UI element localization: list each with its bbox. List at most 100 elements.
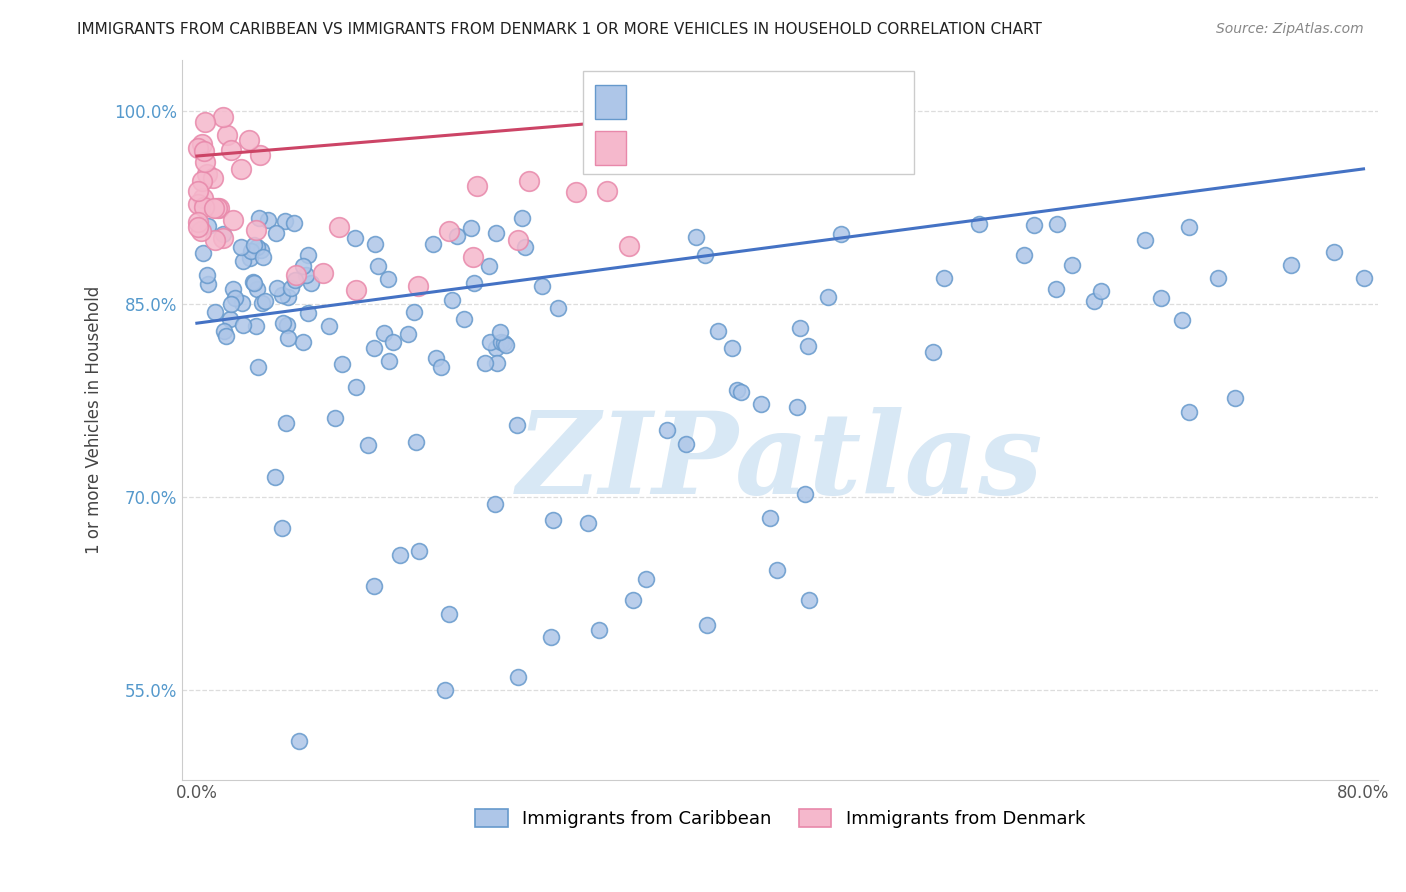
- Point: [264, 470, 287, 484]
- Point: [685, 230, 707, 244]
- Point: [252, 250, 274, 264]
- Point: [696, 618, 718, 632]
- Point: [297, 247, 319, 261]
- Point: [363, 579, 385, 593]
- Point: [212, 324, 235, 338]
- Text: ZIPatlas: ZIPatlas: [517, 408, 1043, 518]
- Point: [283, 216, 305, 230]
- Point: [1060, 258, 1083, 272]
- Point: [250, 243, 273, 257]
- Point: [187, 184, 209, 198]
- Point: [588, 623, 610, 637]
- Point: [749, 397, 772, 411]
- Point: [1012, 248, 1035, 262]
- Text: 0.281: 0.281: [688, 90, 754, 110]
- Point: [190, 224, 212, 238]
- Point: [799, 592, 821, 607]
- Point: [794, 487, 817, 501]
- Point: [239, 251, 262, 265]
- Point: [221, 282, 243, 296]
- Point: [405, 434, 427, 449]
- Point: [271, 316, 294, 330]
- Point: [373, 326, 395, 340]
- Point: [1150, 291, 1173, 305]
- Point: [1353, 271, 1375, 285]
- Point: [242, 275, 264, 289]
- Point: [187, 215, 209, 229]
- Point: [311, 267, 333, 281]
- Text: 41: 41: [821, 136, 851, 156]
- Text: N =: N =: [768, 90, 814, 110]
- Text: IMMIGRANTS FROM CARIBBEAN VS IMMIGRANTS FROM DENMARK 1 OR MORE VEHICLES IN HOUSE: IMMIGRANTS FROM CARIBBEAN VS IMMIGRANTS …: [77, 22, 1042, 37]
- Text: Source: ZipAtlas.com: Source: ZipAtlas.com: [1216, 22, 1364, 37]
- Point: [797, 339, 820, 353]
- Point: [328, 220, 350, 235]
- Point: [193, 145, 215, 159]
- Point: [344, 283, 367, 297]
- Point: [187, 219, 209, 234]
- Point: [204, 305, 226, 319]
- Point: [786, 400, 808, 414]
- Point: [406, 279, 429, 293]
- Text: R =: R =: [634, 90, 679, 110]
- Point: [494, 335, 516, 350]
- Point: [479, 334, 502, 349]
- Point: [621, 593, 644, 607]
- Point: [789, 320, 811, 334]
- Point: [422, 236, 444, 251]
- Point: [478, 260, 501, 274]
- Point: [191, 191, 214, 205]
- Point: [437, 224, 460, 238]
- Point: [280, 280, 302, 294]
- Point: [453, 312, 475, 326]
- Point: [460, 220, 482, 235]
- Point: [318, 318, 340, 333]
- Point: [219, 143, 242, 157]
- Point: [247, 211, 270, 226]
- Point: [1045, 282, 1067, 296]
- Point: [277, 331, 299, 345]
- Point: [485, 341, 508, 355]
- Point: [245, 318, 267, 333]
- Point: [1083, 293, 1105, 308]
- Point: [250, 295, 273, 310]
- Point: [264, 227, 287, 241]
- Point: [271, 288, 294, 302]
- Point: [486, 356, 509, 370]
- Point: [217, 128, 239, 142]
- Point: [194, 154, 217, 169]
- Point: [197, 277, 219, 292]
- Point: [830, 227, 852, 242]
- Point: [1171, 312, 1194, 326]
- Point: [921, 344, 943, 359]
- Point: [190, 136, 212, 151]
- Point: [721, 341, 744, 355]
- Point: [519, 173, 541, 187]
- Point: [276, 318, 298, 332]
- Point: [506, 670, 529, 684]
- Point: [474, 356, 496, 370]
- Point: [1024, 218, 1046, 232]
- Point: [364, 236, 387, 251]
- Point: [292, 260, 315, 274]
- Point: [440, 293, 463, 307]
- Point: [294, 268, 316, 282]
- Point: [257, 212, 280, 227]
- Point: [1133, 233, 1156, 247]
- Point: [247, 359, 270, 374]
- Point: [240, 244, 263, 259]
- Point: [484, 497, 506, 511]
- Point: [187, 197, 209, 211]
- Point: [194, 114, 217, 128]
- Point: [1177, 219, 1199, 234]
- Point: [463, 277, 485, 291]
- Point: [253, 293, 276, 308]
- Point: [285, 268, 308, 282]
- Point: [212, 227, 235, 242]
- Point: [389, 548, 412, 562]
- Point: [222, 213, 245, 227]
- Point: [242, 238, 264, 252]
- Point: [730, 385, 752, 400]
- Point: [541, 513, 564, 527]
- Point: [530, 279, 553, 293]
